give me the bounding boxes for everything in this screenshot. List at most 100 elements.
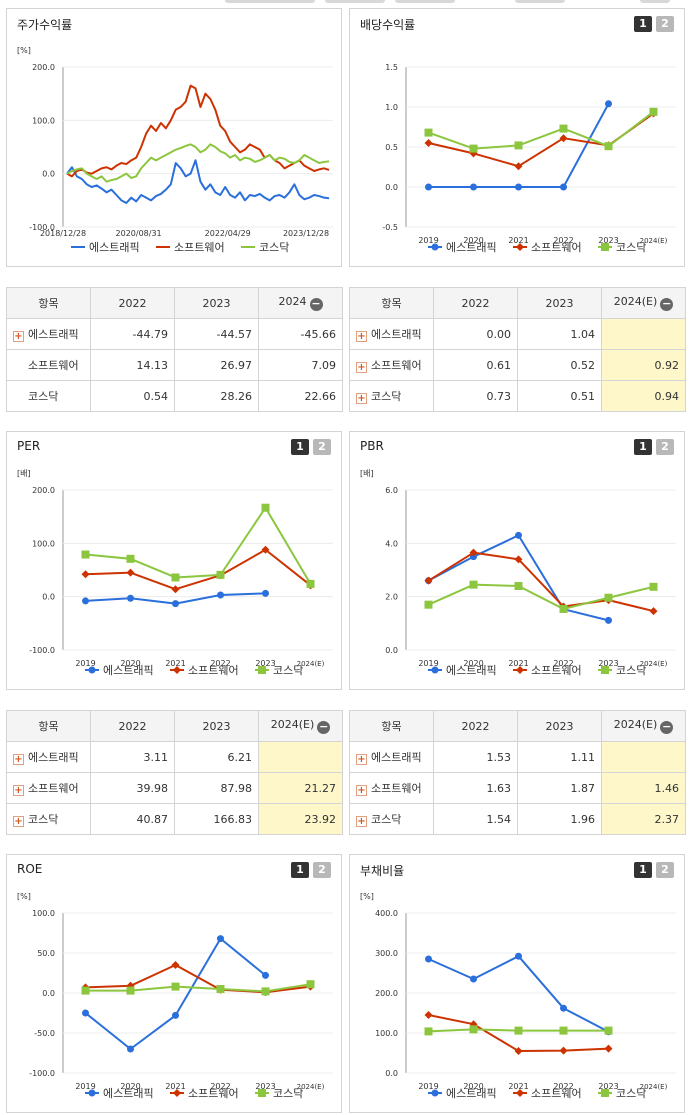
header-item: 항목 (6, 287, 91, 319)
row-label: +코스닥 (349, 380, 434, 412)
plus-box-icon[interactable]: + (356, 816, 367, 827)
minus-circle-icon[interactable]: − (309, 297, 323, 311)
plus-box-icon[interactable]: + (356, 754, 367, 765)
data-point (604, 593, 613, 602)
x-tick-label: 2020 (463, 659, 483, 668)
minus-circle-icon[interactable]: − (660, 297, 674, 311)
legend-label: 에스트래픽 (89, 241, 140, 254)
series-line (428, 534, 609, 622)
legend-label: 코스닥 (616, 1087, 646, 1100)
minus-circle-icon[interactable]: − (317, 720, 331, 734)
table-cell: 0.73 (433, 380, 518, 412)
table-row: + 에스트래픽 3.11 6.21 (6, 741, 343, 773)
series-line (66, 143, 330, 183)
y-unit-label: [배] (17, 469, 31, 478)
y-tick-label: -100.0 (29, 223, 55, 232)
page-2-button[interactable]: 2 (656, 862, 674, 878)
page-1-button[interactable]: 1 (634, 439, 652, 455)
data-point (171, 982, 180, 991)
data-point (424, 1027, 433, 1036)
data-point (425, 955, 432, 963)
header-year: 2024(E) − (601, 287, 686, 319)
row-label: +코스닥 (349, 803, 434, 835)
pager: 1 2 (634, 439, 674, 455)
x-tick-label: 2022 (210, 659, 230, 668)
plus-box-icon[interactable]: + (356, 785, 367, 796)
minus-circle-icon[interactable]: − (660, 720, 674, 734)
row-label: +소프트웨어 (6, 349, 91, 381)
page-2-button[interactable]: 2 (656, 439, 674, 455)
row-label: +코스닥 (6, 803, 91, 835)
legend-marker (88, 1089, 96, 1097)
pager: 1 2 (291, 862, 331, 878)
y-tick-label: 50.0 (37, 949, 55, 958)
data-point (470, 183, 477, 191)
plus-box-icon[interactable]: + (13, 785, 24, 796)
panel-dividend-yield: 배당수익률 1 2 1.5 1.0 0.5 0.0 -0.5 2019 2020 2021 20… (349, 8, 685, 267)
plus-box-icon[interactable]: + (356, 393, 367, 404)
legend-marker (516, 1089, 524, 1097)
plus-box-icon[interactable]: + (13, 816, 24, 827)
table-header-row: 항목 2022 2023 2024(E) − (6, 710, 343, 742)
plus-box-icon[interactable]: + (13, 331, 24, 342)
data-point (126, 986, 135, 995)
y-tick-label: 200.0 (32, 486, 55, 495)
plus-box-icon[interactable]: + (13, 754, 24, 765)
plus-box-icon[interactable]: + (356, 362, 367, 373)
y-unit-label: [%] (360, 892, 374, 901)
table-row: + 코스닥 0.73 0.51 0.94 (349, 380, 686, 412)
data-point (649, 607, 658, 616)
data-point (515, 183, 522, 191)
legend-marker (431, 1089, 439, 1097)
y-tick-label: -100.0 (29, 646, 55, 655)
table-cell: 0.61 (433, 349, 518, 381)
page-2-button[interactable]: 2 (313, 862, 331, 878)
row-label: +소프트웨어 (349, 772, 434, 804)
header-item: 항목 (349, 710, 434, 742)
table-cell: 1.46 (601, 772, 686, 804)
x-tick-label: 2019 (418, 236, 438, 245)
row-label: +소프트웨어 (6, 772, 91, 804)
page-2-button[interactable]: 2 (656, 16, 674, 32)
table-cell: 1.63 (433, 772, 518, 804)
x-tick-label: 2020 (120, 1082, 140, 1091)
y-tick-label: 2.0 (385, 593, 398, 602)
data-point (469, 144, 478, 153)
page-1-button[interactable]: 1 (291, 439, 309, 455)
page-2-button[interactable]: 2 (313, 439, 331, 455)
y-tick-label: 0.0 (385, 183, 398, 192)
data-point (469, 1025, 478, 1034)
table-cell: 39.98 (90, 772, 175, 804)
table-row: + 에스트래픽 0.00 1.04 (349, 318, 686, 350)
y-tick-label: 0.0 (42, 170, 55, 179)
x-tick-label: 2023 (598, 659, 618, 668)
x-tick-label: 2021 (165, 659, 185, 668)
x-tick-label: 2018/12/28 (40, 229, 86, 238)
row-label: + 에스트래픽 (349, 741, 434, 773)
x-tick-label: 2023 (598, 1082, 618, 1091)
page-1-button[interactable]: 1 (634, 862, 652, 878)
x-tick-label: 2024(E) (297, 1083, 325, 1091)
table-cell: -44.79 (90, 318, 175, 350)
series-line (85, 548, 312, 591)
legend-label: 코스닥 (273, 664, 303, 677)
legend-marker (431, 666, 439, 674)
panel-title: PER (17, 439, 41, 453)
legend-marker (173, 666, 181, 674)
header-year: 2023 (174, 287, 259, 319)
data-point (172, 1011, 179, 1019)
plus-box-icon[interactable]: + (356, 331, 367, 342)
data-point (261, 987, 270, 996)
header-year: 2024− (258, 287, 343, 319)
legend-label: 에스트래픽 (446, 664, 497, 677)
data-point (127, 1045, 134, 1053)
table-row: + 에스트래픽 1.53 1.11 (349, 741, 686, 773)
y-tick-label: 300.0 (375, 949, 398, 958)
y-tick-label: 0.5 (385, 143, 398, 152)
page-1-button[interactable]: 1 (634, 16, 652, 32)
data-point (604, 1026, 613, 1035)
data-point (262, 589, 269, 597)
page-1-button[interactable]: 1 (291, 862, 309, 878)
x-tick-label: 2023 (598, 236, 618, 245)
